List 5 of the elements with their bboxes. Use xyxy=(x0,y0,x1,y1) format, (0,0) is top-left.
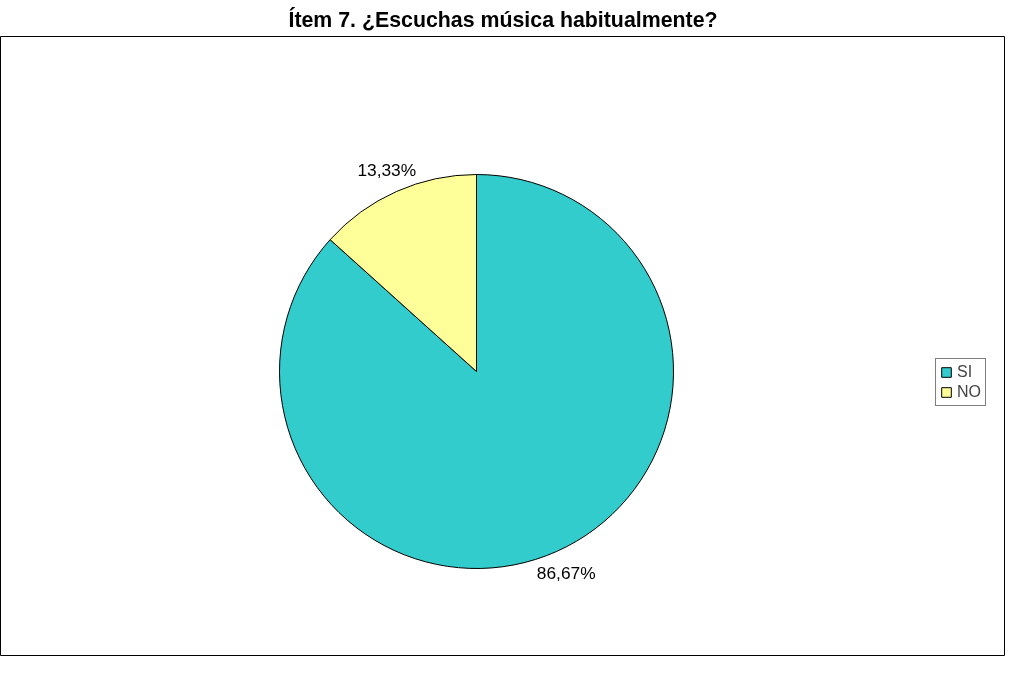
data-label: 13,33% xyxy=(357,159,417,180)
legend-label: NO xyxy=(957,383,981,401)
chart-title: Ítem 7. ¿Escuchas música habitualmente? xyxy=(288,6,718,32)
legend-label: SI xyxy=(957,363,974,381)
data-label: 86,67% xyxy=(536,563,596,584)
